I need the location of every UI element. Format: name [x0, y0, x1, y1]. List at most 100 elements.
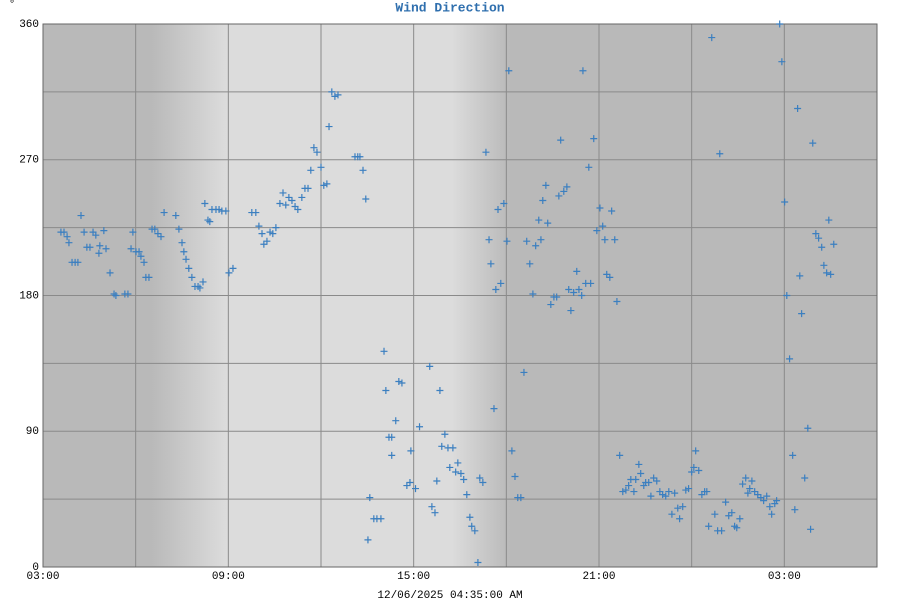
data-point: [736, 515, 744, 523]
data-point: [596, 204, 604, 212]
x-tick-label: 15:00: [397, 571, 430, 583]
data-point: [818, 243, 826, 251]
data-point: [438, 442, 446, 450]
data-point: [776, 20, 784, 28]
y-tick-label: 90: [26, 426, 39, 438]
data-point: [801, 474, 809, 482]
data-point: [106, 269, 114, 277]
data-point: [570, 288, 578, 296]
data-point: [804, 424, 812, 432]
data-point: [160, 209, 168, 217]
data-point: [608, 207, 616, 215]
data-point: [294, 206, 302, 214]
data-point: [460, 476, 468, 484]
data-point: [645, 479, 653, 487]
data-point: [151, 225, 159, 233]
x-axis-label: 12/06/2025 04:35:00 AM: [377, 590, 522, 600]
data-point: [794, 104, 802, 112]
x-tick-label: 09:00: [212, 571, 245, 583]
data-point: [789, 451, 797, 459]
data-point: [783, 292, 791, 299]
data-point: [60, 228, 68, 236]
data-point: [288, 196, 296, 204]
data-point: [258, 230, 266, 238]
data-point: [196, 284, 204, 292]
data-point: [716, 150, 724, 158]
data-point: [520, 368, 528, 376]
data-point: [815, 234, 823, 242]
data-point: [225, 269, 233, 277]
data-point: [178, 239, 186, 247]
data-point: [395, 377, 403, 385]
data-point: [180, 248, 188, 256]
data-point: [497, 279, 505, 287]
data-point: [263, 237, 271, 245]
data-point: [585, 163, 593, 171]
data-point: [718, 527, 726, 535]
data-point: [426, 362, 434, 370]
data-point: [659, 491, 667, 499]
data-point: [763, 492, 771, 500]
data-point: [201, 199, 209, 207]
data-point: [773, 497, 781, 505]
data-point: [517, 494, 525, 502]
data-point: [746, 485, 754, 493]
data-point: [503, 237, 511, 245]
data-point: [688, 468, 696, 476]
data-point: [86, 243, 94, 251]
data-point: [452, 468, 460, 476]
data-point: [392, 417, 400, 425]
data-point: [778, 58, 786, 66]
data-point: [260, 240, 268, 248]
data-point: [553, 293, 561, 301]
data-point: [555, 192, 563, 200]
data-point: [567, 307, 575, 315]
data-point: [653, 477, 661, 485]
data-point: [323, 180, 331, 188]
data-point: [112, 292, 120, 299]
data-point: [825, 216, 833, 224]
data-point: [382, 387, 390, 395]
data-point: [500, 199, 508, 207]
data-point: [313, 148, 321, 156]
data-point: [206, 218, 214, 226]
data-point: [590, 135, 598, 143]
data-point: [674, 504, 682, 512]
data-point: [751, 488, 759, 496]
data-point: [535, 216, 543, 224]
data-point: [827, 270, 835, 278]
data-point: [830, 240, 838, 248]
data-point: [676, 515, 684, 523]
data-point: [255, 222, 263, 230]
data-point: [490, 405, 498, 413]
data-point: [65, 239, 73, 247]
data-point: [454, 459, 462, 467]
data-point: [406, 479, 414, 487]
data-point: [366, 494, 374, 502]
data-point: [279, 189, 287, 197]
data-point: [137, 252, 145, 260]
data-point: [468, 522, 476, 530]
data-point: [603, 270, 611, 278]
data-point: [754, 491, 762, 499]
data-point: [650, 474, 658, 482]
data-point: [92, 231, 100, 239]
data-point: [578, 292, 586, 299]
data-point: [272, 224, 280, 232]
data-point: [647, 492, 655, 500]
data-point: [95, 249, 103, 257]
data-point: [744, 489, 752, 497]
data-point: [560, 187, 568, 195]
data-point: [102, 245, 110, 253]
data-point: [733, 524, 741, 532]
y-tick-label: 360: [19, 19, 39, 31]
data-point: [154, 230, 162, 238]
data-point: [276, 199, 284, 207]
data-point: [725, 512, 733, 520]
data-point: [619, 488, 627, 496]
data-point: [298, 193, 306, 201]
data-point: [310, 144, 318, 152]
data-point: [679, 503, 687, 511]
data-point: [809, 139, 817, 147]
